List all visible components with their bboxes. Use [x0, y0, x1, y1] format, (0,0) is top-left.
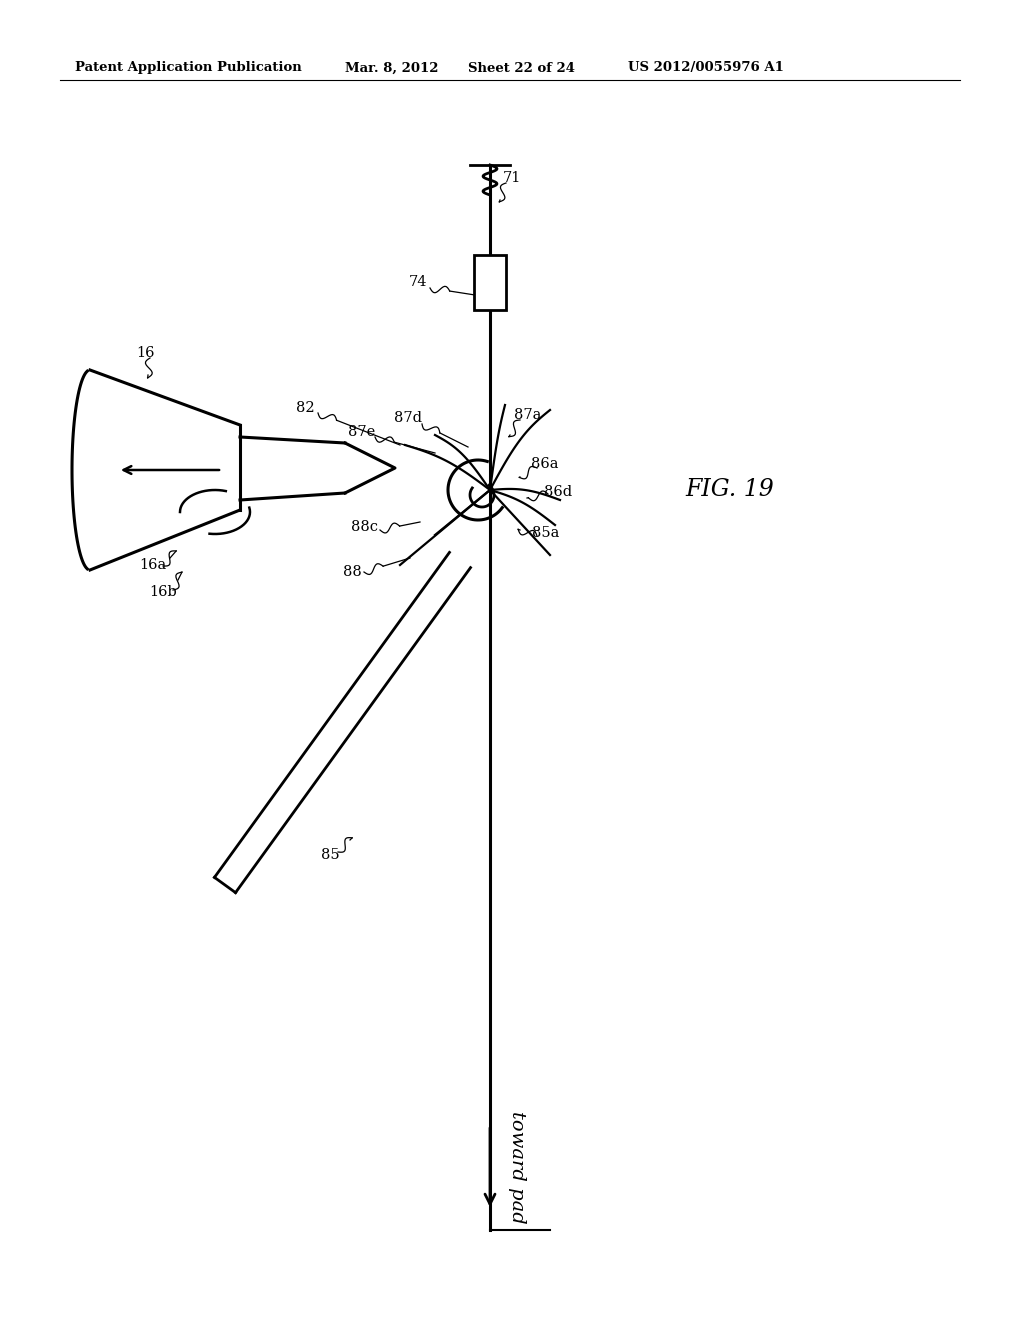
Text: US 2012/0055976 A1: US 2012/0055976 A1 [628, 62, 784, 74]
Text: 87e: 87e [348, 425, 376, 440]
Text: 87d: 87d [394, 411, 422, 425]
Text: 88: 88 [343, 565, 361, 579]
Text: 85: 85 [321, 847, 339, 862]
Bar [474, 255, 506, 310]
Text: 86d: 86d [544, 484, 572, 499]
Text: 16a: 16a [139, 558, 167, 572]
Text: Patent Application Publication: Patent Application Publication [75, 62, 302, 74]
Text: 88c: 88c [351, 520, 379, 535]
Text: 86a: 86a [531, 457, 559, 471]
Text: 16b: 16b [150, 585, 177, 599]
Text: FIG. 19: FIG. 19 [685, 479, 774, 502]
Text: 74: 74 [409, 275, 427, 289]
Text: 82: 82 [296, 401, 314, 414]
Text: Sheet 22 of 24: Sheet 22 of 24 [468, 62, 575, 74]
Text: toward pad: toward pad [508, 1111, 526, 1224]
Text: 16: 16 [136, 346, 155, 360]
Text: Mar. 8, 2012: Mar. 8, 2012 [345, 62, 438, 74]
Text: 87a: 87a [514, 408, 542, 422]
Text: 71: 71 [503, 172, 521, 185]
Text: 85a: 85a [532, 525, 560, 540]
